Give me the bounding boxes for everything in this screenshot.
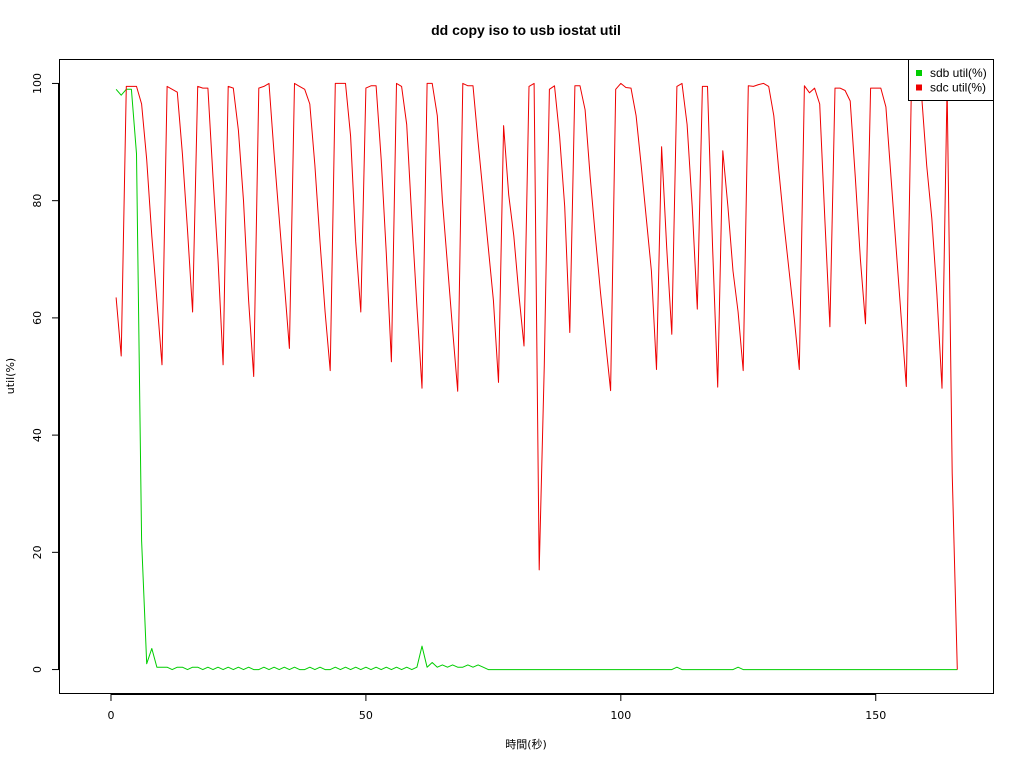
x-tick-label: 150 xyxy=(865,709,886,722)
y-axis: 0 20 40 60 80 100 xyxy=(31,73,59,673)
legend-label: sdb util(%) xyxy=(930,66,987,80)
x-axis: 0 50 100 150 xyxy=(107,694,886,722)
y-tick-label: 80 xyxy=(31,194,44,208)
y-tick-label: 20 xyxy=(31,545,44,559)
chart-title: dd copy iso to usb iostat util xyxy=(431,22,621,38)
y-axis-label: util(%) xyxy=(4,358,17,394)
series-layer xyxy=(115,82,958,671)
x-axis-label: 時間(秒) xyxy=(505,737,547,751)
legend-box xyxy=(908,59,994,101)
y-tick-label: 100 xyxy=(31,73,44,94)
y-tick-label: 40 xyxy=(31,428,44,442)
series-line-sdc xyxy=(115,82,958,670)
legend-swatch xyxy=(916,70,922,76)
x-tick-label: 0 xyxy=(107,709,114,722)
legend: sdb util(%)sdc util(%) xyxy=(908,59,994,101)
y-tick-label: 0 xyxy=(31,666,44,673)
plot-frame xyxy=(59,59,994,694)
legend-swatch xyxy=(916,84,922,91)
legend-label: sdc util(%) xyxy=(930,81,986,95)
series-line-sdb xyxy=(115,88,958,671)
y-tick-label: 60 xyxy=(31,311,44,325)
x-tick-label: 50 xyxy=(359,709,373,722)
x-tick-label: 100 xyxy=(610,709,631,722)
